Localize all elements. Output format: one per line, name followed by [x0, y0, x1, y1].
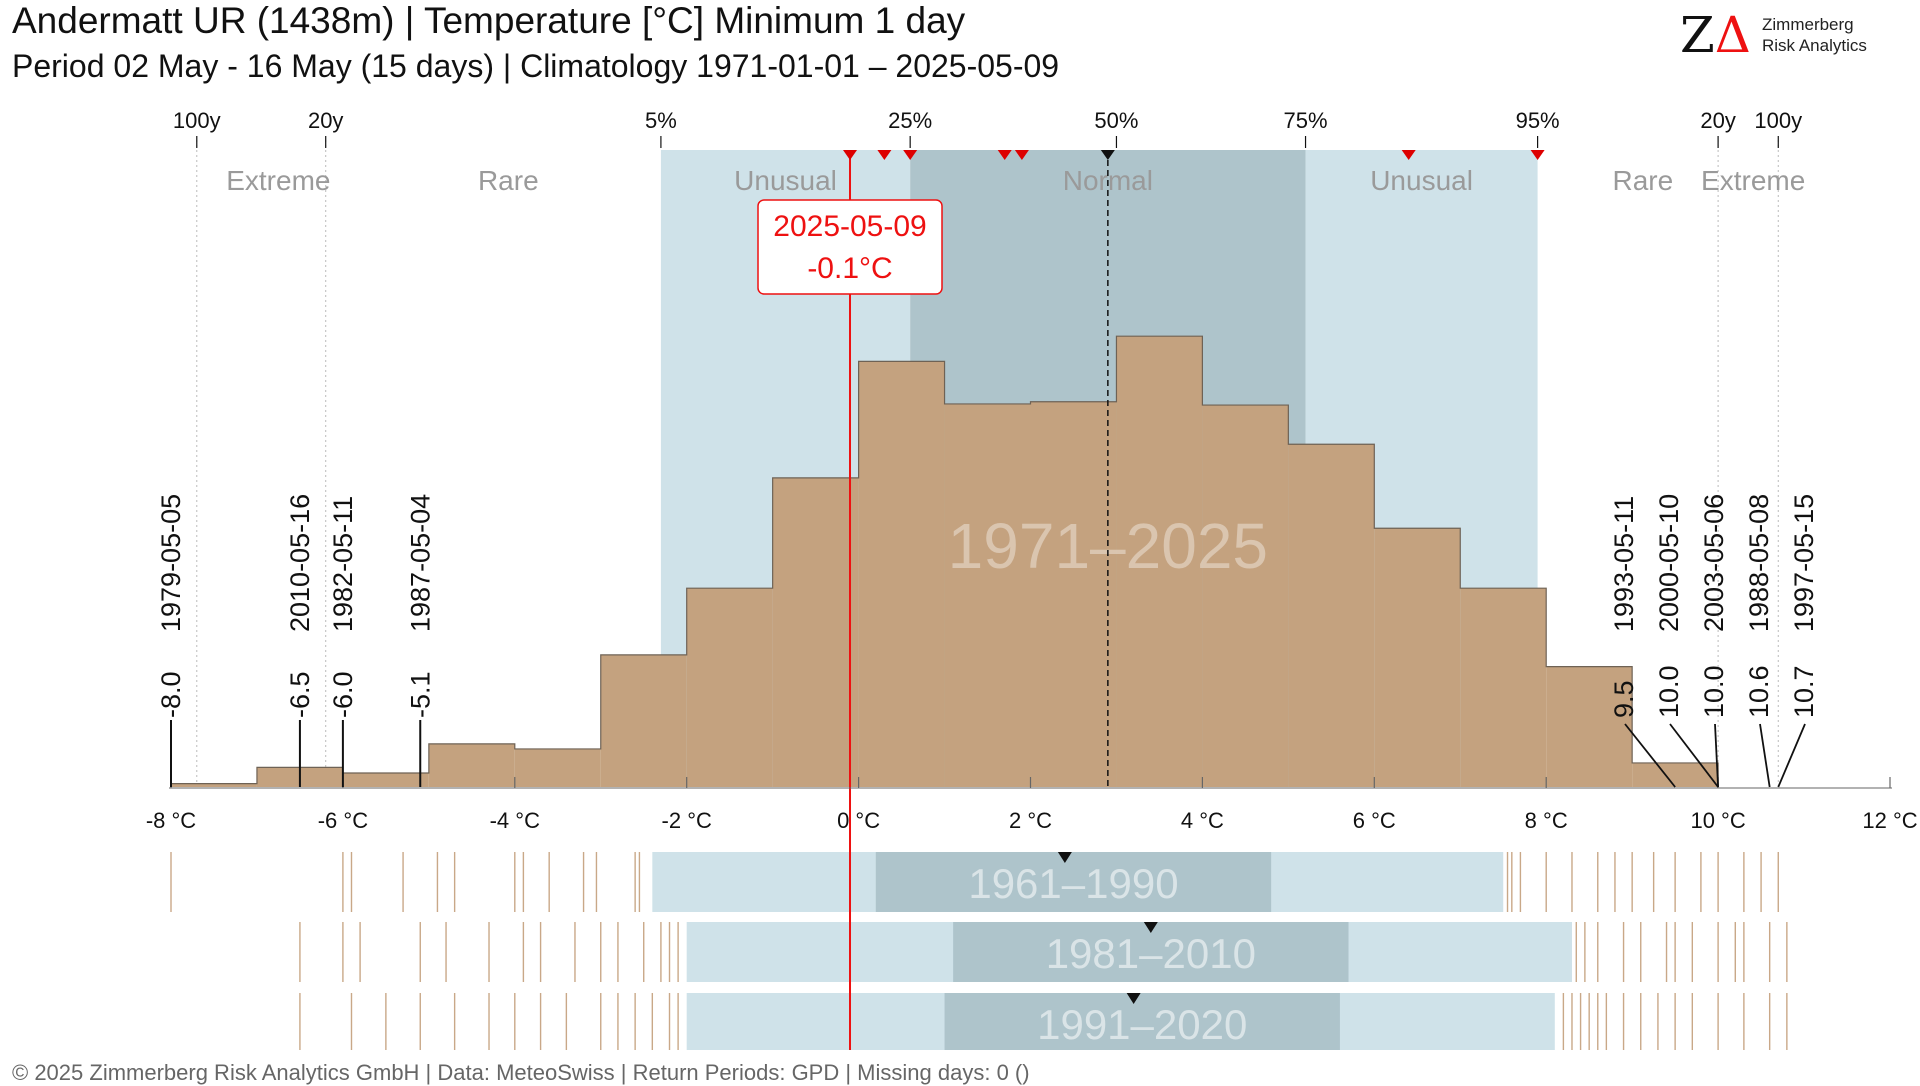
period-marker: [1014, 150, 1029, 160]
record-high-value: 10.0: [1654, 665, 1684, 718]
record-low-value: -5.1: [405, 671, 435, 718]
logo-z: Z: [1680, 6, 1715, 64]
record-high-date: 1988-05-08: [1744, 494, 1774, 632]
record-low-date: 2010-05-16: [285, 494, 315, 632]
top-axis-label: 75%: [1284, 108, 1328, 133]
top-axis-label: 5%: [645, 108, 677, 133]
zone-label: Rare: [1613, 165, 1674, 196]
climatology-median-marker: [1143, 922, 1158, 933]
record-low-value: -6.5: [285, 671, 315, 718]
histogram-bar: [944, 403, 1031, 787]
histogram-bar: [1374, 528, 1461, 787]
record-high-value: 9.5: [1609, 680, 1639, 718]
current-value-label: -0.1°C: [807, 252, 892, 285]
zone-label: Rare: [478, 165, 539, 196]
histogram-bar: [1116, 336, 1203, 787]
record-high-value: 10.7: [1789, 665, 1819, 718]
period-marker: [997, 150, 1012, 160]
histogram-bar: [686, 588, 773, 787]
climatology-label: 1991–2020: [1037, 1001, 1247, 1048]
histogram-bar: [1632, 762, 1719, 787]
histogram-bar: [858, 361, 945, 787]
x-axis-tick-label: 6 °C: [1353, 808, 1396, 833]
current-value-date: 2025-05-09: [773, 210, 926, 243]
zone-label: Extreme: [226, 165, 330, 196]
x-axis-tick-label: -6 °C: [318, 808, 368, 833]
histogram-bar: [1202, 405, 1289, 787]
period-marker: [843, 150, 858, 160]
top-axis-label: 100y: [1754, 108, 1802, 133]
x-axis-tick-label: -2 °C: [662, 808, 712, 833]
histogram-bar: [600, 654, 687, 787]
x-axis-tick-label: 8 °C: [1525, 808, 1568, 833]
period-marker: [1100, 150, 1115, 160]
x-axis-tick-label: -4 °C: [490, 808, 540, 833]
footer-credits: © 2025 Zimmerberg Risk Analytics GmbH | …: [12, 1060, 1030, 1085]
current-value-box: [757, 199, 943, 295]
climatology-median-marker: [1126, 993, 1141, 1004]
x-axis-tick-label: 12 °C: [1862, 808, 1917, 833]
climate-chart: Extreme Rare Unusual Normal Unusual Rare Extre…: [146, 108, 1918, 1050]
logo-mark: ZΔ: [1680, 10, 1751, 60]
climatology-band-normal: [944, 993, 1340, 1050]
top-axis-label: 25%: [888, 108, 932, 133]
record-high-date: 2000-05-10: [1654, 494, 1684, 632]
record-high-date: 2003-05-06: [1699, 494, 1729, 632]
page-title: Andermatt UR (1438m) | Temperature [°C] …: [12, 0, 966, 41]
histogram-bar: [1460, 588, 1547, 787]
logo-name: Zimmerberg Risk Analytics: [1762, 14, 1867, 56]
logo-line-1: Zimmerberg: [1762, 15, 1854, 34]
x-axis-tick-label: 10 °C: [1690, 808, 1745, 833]
record-high-leader: [1777, 723, 1806, 788]
record-high-value: 10.6: [1744, 665, 1774, 718]
zone-label: Extreme: [1701, 165, 1805, 196]
climatology-band-normal: [875, 852, 1272, 912]
top-axis-label: 20y: [308, 108, 343, 133]
histogram-bar: [1288, 444, 1375, 787]
record-low-date: 1987-05-04: [405, 494, 435, 632]
x-axis-tick-label: 0 °C: [837, 808, 880, 833]
climatology-label: 1981–2010: [1046, 930, 1256, 977]
record-high-leader: [1624, 723, 1676, 788]
record-high-leader: [1714, 723, 1719, 788]
logo-delta: Δ: [1714, 6, 1751, 64]
histogram-bar: [514, 748, 601, 787]
period-marker: [1401, 150, 1416, 160]
climatology-label: 1961–1990: [968, 860, 1178, 907]
histogram-bar: [1546, 666, 1633, 787]
histogram-bar: [428, 743, 515, 787]
zone-label: Unusual: [1370, 165, 1473, 196]
climatology-median-marker: [1057, 852, 1072, 863]
period-marker: [877, 150, 892, 160]
record-low-value: -8.0: [156, 671, 186, 718]
top-axis-label: 20y: [1700, 108, 1735, 133]
record-low-value: -6.0: [328, 671, 358, 718]
histogram-bar: [171, 783, 257, 787]
record-low-date: 1982-05-11: [328, 496, 358, 632]
logo-line-2: Risk Analytics: [1762, 36, 1867, 55]
x-axis-tick-label: 4 °C: [1181, 808, 1224, 833]
record-low-date: 1979-05-05: [156, 494, 186, 632]
record-high-date: 1993-05-11: [1609, 496, 1639, 632]
record-high-leader: [1669, 723, 1719, 788]
record-high-value: 10.0: [1699, 665, 1729, 718]
histogram-bar: [1030, 401, 1117, 787]
page-subtitle: Period 02 May - 16 May (15 days) | Clima…: [12, 48, 1060, 84]
zone-label: Unusual: [734, 165, 837, 196]
period-marker: [1530, 150, 1545, 160]
histogram-outline: [170, 335, 1719, 787]
company-logo: ZΔ Zimmerberg Risk Analytics: [1680, 8, 1880, 68]
top-axis-label: 95%: [1516, 108, 1560, 133]
top-axis-label: 50%: [1094, 108, 1138, 133]
histogram-bar: [772, 477, 859, 787]
x-axis-tick-label: -8 °C: [146, 808, 196, 833]
record-high-leader: [1759, 723, 1771, 788]
record-high-date: 1997-05-15: [1789, 494, 1819, 632]
x-axis-tick-label: 2 °C: [1009, 808, 1052, 833]
top-axis-label: 100y: [173, 108, 221, 133]
period-marker: [903, 150, 918, 160]
histogram-bar: [342, 773, 429, 787]
